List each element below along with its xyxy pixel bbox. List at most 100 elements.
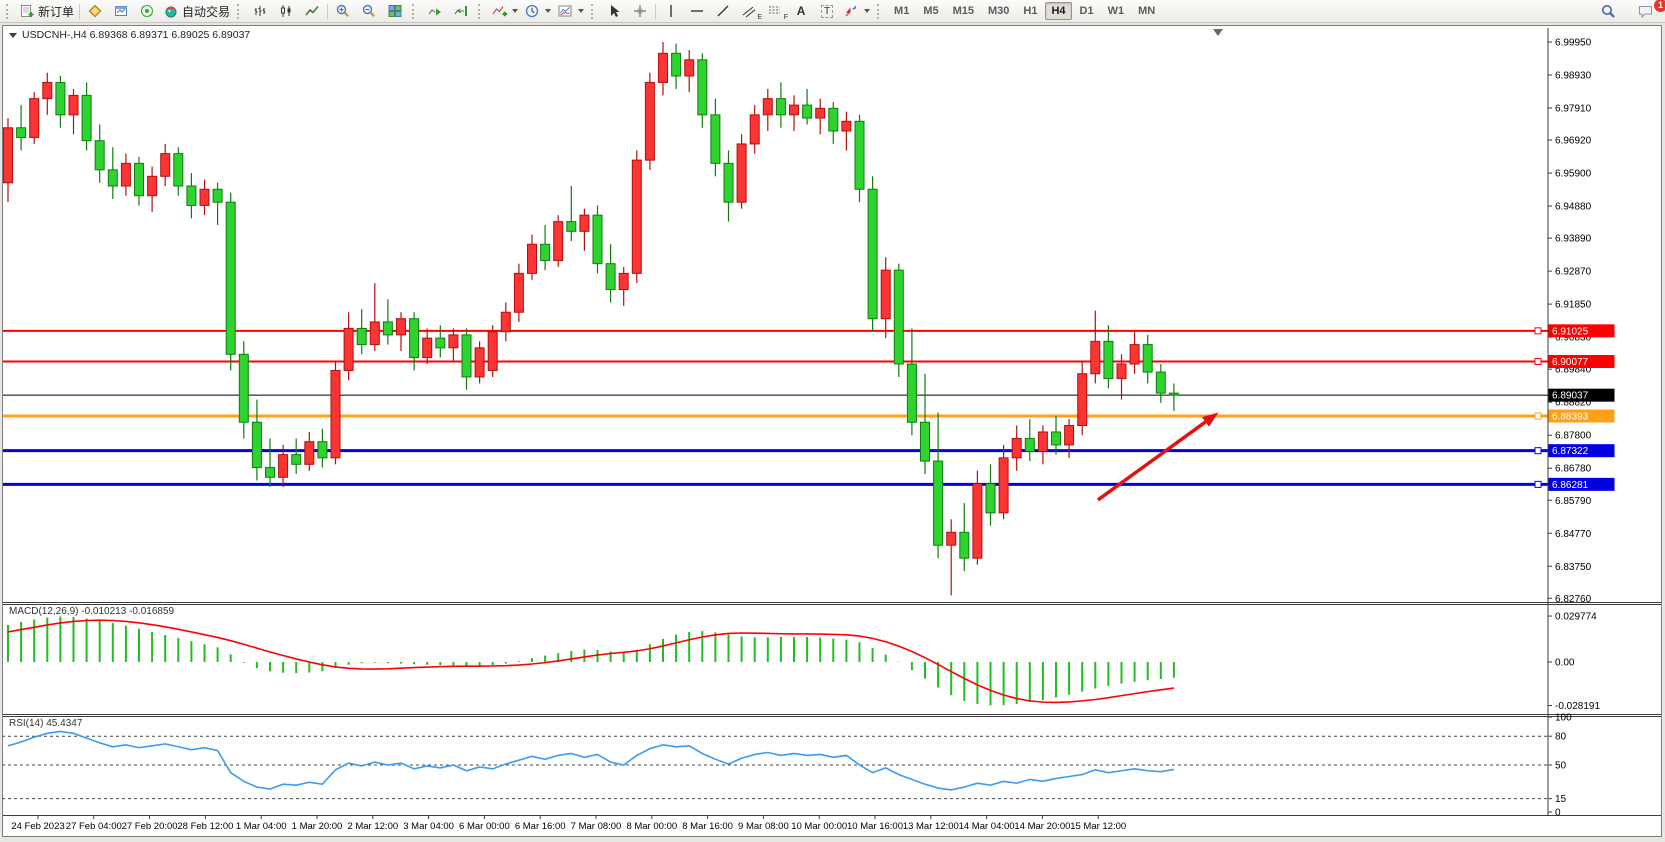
fibonacci-icon — [769, 6, 781, 14]
price-badge — [1548, 324, 1615, 338]
zoom-out-button[interactable] — [356, 1, 382, 21]
rsi-axis: 100 80 50 15 0 — [1548, 713, 1572, 819]
vertical-line-button[interactable] — [658, 1, 684, 21]
fibonacci-button[interactable]: F — [762, 1, 788, 21]
market-watch-button[interactable] — [82, 1, 108, 21]
candle — [815, 107, 826, 119]
chart-symbol-header[interactable]: USDCNH-,H4 6.89368 6.89371 6.89025 6.890… — [9, 29, 250, 41]
timeframe-h4[interactable]: H4 — [1045, 2, 1072, 20]
candlestick-chart-button[interactable] — [273, 1, 299, 21]
candle — [330, 369, 341, 459]
timeframe-m5[interactable]: M5 — [923, 5, 939, 17]
chart-shift-marker[interactable] — [1213, 29, 1223, 36]
toolbar-drag-handle[interactable] — [6, 3, 12, 19]
trendline-button[interactable] — [710, 1, 736, 21]
arrows-tool-button[interactable] — [840, 1, 873, 21]
line-handle[interactable] — [1534, 412, 1542, 420]
timeframe-m30[interactable]: M30 — [988, 5, 1010, 17]
svg-text:2 Mar 12:00: 2 Mar 12:00 — [347, 821, 398, 832]
candle — [854, 120, 865, 190]
line-handle[interactable] — [1534, 327, 1542, 335]
candle — [933, 460, 944, 546]
timeframe-h1[interactable]: H1 — [1023, 5, 1038, 17]
horizontal-line-button[interactable] — [684, 1, 710, 21]
candle — [867, 188, 878, 320]
chevron-down-icon — [545, 9, 552, 13]
auto-scroll-button[interactable] — [422, 1, 448, 21]
candle — [199, 188, 210, 206]
candle — [1168, 392, 1179, 396]
candle — [396, 318, 406, 336]
timeframe-mn[interactable]: MN — [1138, 5, 1156, 17]
candle — [684, 59, 695, 77]
line-handle[interactable] — [1534, 447, 1542, 455]
timeframe-d1[interactable]: D1 — [1079, 5, 1094, 17]
tile-windows-button[interactable] — [382, 1, 408, 21]
candle — [631, 159, 642, 274]
fibonacci-glyph: F — [783, 14, 789, 21]
search-button[interactable] — [1595, 2, 1621, 22]
candle — [147, 175, 158, 197]
candle — [1155, 371, 1166, 394]
cursor-button[interactable] — [601, 1, 627, 21]
macd-signal-line — [7, 619, 1175, 704]
navigator-button[interactable] — [134, 1, 160, 21]
bar-chart-button[interactable] — [247, 1, 273, 21]
candle — [304, 441, 315, 465]
candle — [160, 153, 171, 177]
svg-text:0.029774: 0.029774 — [1555, 612, 1597, 623]
chat-button[interactable]: 1 — [1633, 0, 1665, 22]
candle — [841, 120, 852, 132]
price-badge — [1548, 388, 1615, 402]
svg-text:6 Mar 16:00: 6 Mar 16:00 — [515, 821, 566, 832]
indicators-button[interactable] — [488, 1, 521, 21]
candle — [605, 263, 616, 291]
zoom-out-icon — [362, 4, 376, 18]
periods-button[interactable] — [521, 1, 554, 21]
svg-text:6.93890: 6.93890 — [1555, 234, 1592, 245]
toolbar-drag-handle[interactable] — [237, 3, 243, 19]
navigator-icon — [141, 5, 154, 17]
new-order-button[interactable]: 新订单 — [16, 1, 77, 21]
candle — [1064, 424, 1075, 446]
line-handle[interactable] — [1534, 358, 1542, 366]
line-chart-button[interactable] — [299, 1, 325, 21]
toolbar-drag-handle[interactable] — [478, 3, 484, 19]
timeframe-w1[interactable]: W1 — [1107, 5, 1125, 17]
timeframe-group: M1 M5 M15 M30 H1 H4 D1 W1 MN — [887, 2, 1162, 20]
timeframe-m15[interactable]: M15 — [952, 5, 974, 17]
rsi-pane — [2, 730, 1548, 800]
trend-arrow-annotation[interactable] — [1096, 412, 1219, 502]
templates-button[interactable] — [554, 1, 587, 21]
chevron-down-icon — [512, 9, 519, 13]
auto-trading-button[interactable]: 自动交易 — [160, 1, 233, 21]
line-handle[interactable] — [1534, 480, 1542, 488]
search-icon — [1601, 5, 1615, 18]
svg-text:80: 80 — [1555, 732, 1567, 743]
text-tool-button[interactable]: A — [788, 1, 814, 21]
text-label-button[interactable]: T — [814, 1, 840, 21]
svg-text:6.96920: 6.96920 — [1555, 136, 1592, 147]
svg-text:13 Mar 12:00: 13 Mar 12:00 — [903, 821, 959, 832]
candle — [212, 188, 223, 203]
data-window-button[interactable] — [108, 1, 134, 21]
toolbar-drag-handle[interactable] — [591, 3, 597, 19]
zoom-in-button[interactable] — [330, 1, 356, 21]
chart-shift-button[interactable] — [448, 1, 474, 21]
candle — [461, 334, 472, 378]
toolbar-drag-handle[interactable] — [412, 3, 418, 19]
timeframe-m1[interactable]: M1 — [894, 5, 910, 17]
clock-icon — [525, 4, 539, 18]
candle — [920, 421, 930, 462]
svg-text:28 Feb 12:00: 28 Feb 12:00 — [177, 821, 233, 832]
svg-text:6.86281: 6.86281 — [1552, 480, 1589, 491]
equidistant-channel-button[interactable]: E — [736, 1, 762, 21]
candle — [749, 114, 760, 145]
svg-text:15: 15 — [1555, 794, 1567, 805]
svg-text:9 Mar 08:00: 9 Mar 08:00 — [738, 821, 789, 832]
candle — [317, 441, 328, 459]
toolbar-drag-handle[interactable] — [877, 3, 883, 19]
candle — [540, 243, 551, 261]
crosshair-button[interactable] — [627, 1, 653, 21]
vertical-line-icon — [670, 5, 672, 17]
